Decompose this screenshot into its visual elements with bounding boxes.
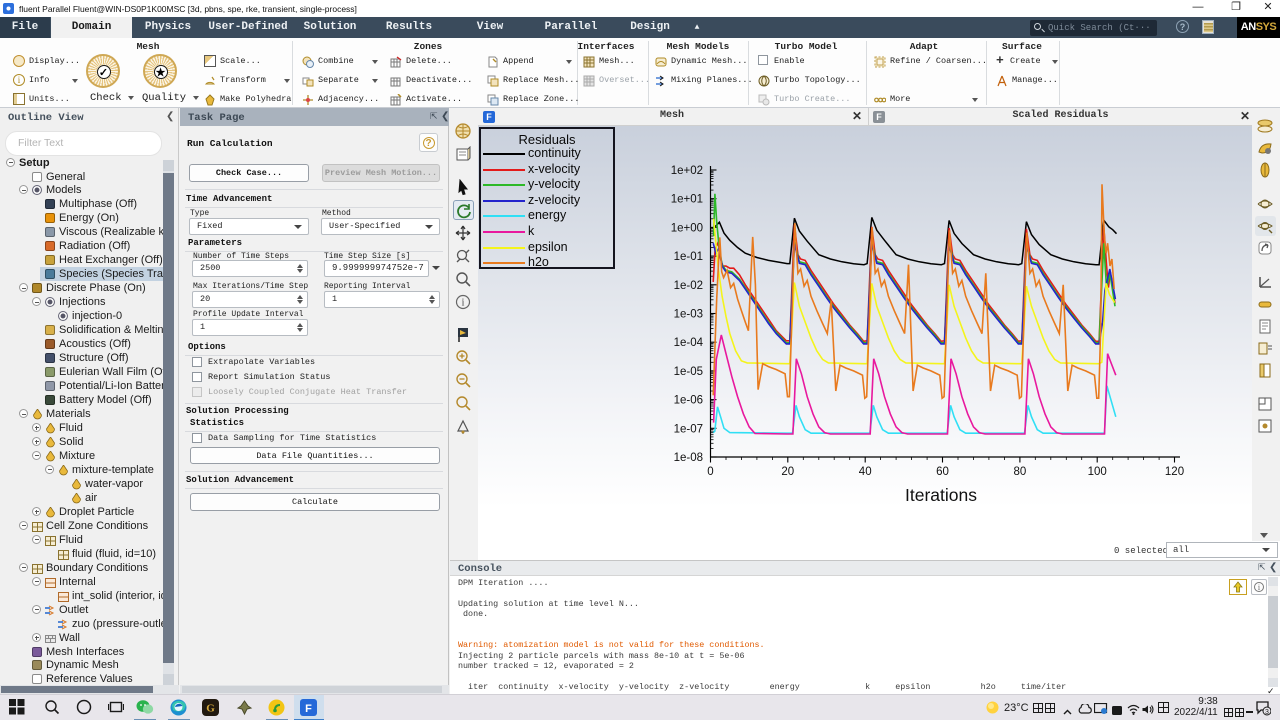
svg-text:40: 40	[859, 466, 872, 478]
svg-text:i: i	[462, 298, 465, 309]
svg-text:Iterations: Iterations	[905, 485, 977, 505]
svg-text:1e-05: 1e-05	[674, 366, 703, 378]
svg-text:3: 3	[1265, 709, 1269, 716]
svg-text:1e-06: 1e-06	[674, 395, 703, 407]
svg-text:80: 80	[1014, 466, 1027, 478]
svg-text:0: 0	[707, 466, 713, 478]
svg-text:1e+00: 1e+00	[671, 222, 703, 234]
svg-text:120: 120	[1165, 466, 1184, 478]
svg-text:60: 60	[936, 466, 949, 478]
svg-text:1e+02: 1e+02	[671, 165, 703, 177]
svg-text:100: 100	[1088, 466, 1107, 478]
svg-text:1e-02: 1e-02	[674, 280, 703, 292]
svg-text:1e-08: 1e-08	[674, 452, 703, 464]
svg-text:F: F	[305, 703, 312, 715]
svg-text:1e-01: 1e-01	[674, 251, 703, 263]
svg-text:1e+01: 1e+01	[671, 194, 703, 206]
svg-text:G: G	[206, 703, 215, 715]
svg-text:20: 20	[781, 466, 794, 478]
svg-text:1e-04: 1e-04	[674, 337, 704, 349]
svg-text:1e-07: 1e-07	[674, 423, 703, 435]
svg-text:1e-03: 1e-03	[674, 309, 703, 321]
